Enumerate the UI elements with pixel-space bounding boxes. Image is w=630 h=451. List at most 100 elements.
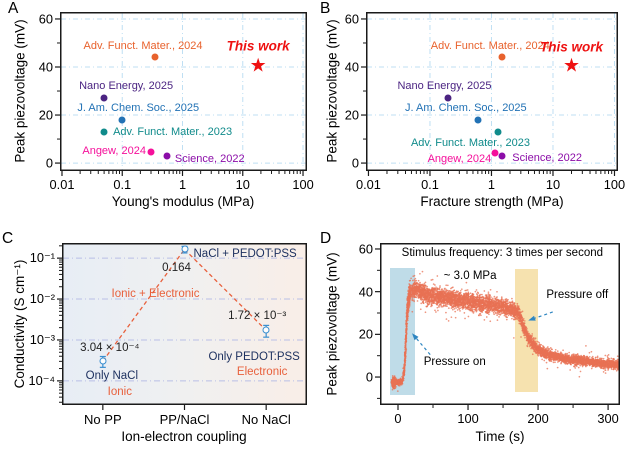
data-point-label: Ionic	[107, 386, 132, 399]
data-point-label: J. Am. Chem. Soc., 2025	[77, 101, 200, 114]
y-axis-label-d: Peak piezovoltage (mV)	[324, 252, 340, 396]
panel-letter-b: B	[320, 0, 331, 17]
x-category-label: No PP	[84, 412, 122, 427]
data-point	[100, 128, 108, 136]
plot-area-b: 0.01 0.1 1 10 100 0 20 40 60 Adv. Funct. Mater., …	[345, 11, 625, 192]
connector-line	[102, 248, 186, 362]
plot-area-c: 10⁻¹ 10⁻² 10⁻³ 10⁻⁴ No PP PP/NaCl No NaCl 3.04 …	[29, 243, 307, 427]
x-axis-label-d: Time (s)	[475, 429, 525, 444]
data-point-label: Nano Energy, 2025	[397, 80, 492, 93]
data-point-label: Science, 2022	[512, 151, 583, 164]
x-axis-label-a: Young's modulus (MPa)	[111, 194, 255, 209]
x-tick-label: 0.01	[355, 177, 381, 192]
x-tick-label: 0.01	[49, 177, 75, 192]
data-point	[118, 116, 126, 124]
data-point	[100, 94, 108, 102]
x-tick-label: 1	[178, 177, 187, 192]
axes-frame	[380, 243, 620, 405]
annotation-arrow	[534, 311, 553, 319]
x-category-label: PP/NaCl	[159, 412, 210, 427]
y-tick-label: 60	[344, 11, 359, 27]
data-point	[498, 53, 506, 61]
data-point	[147, 148, 155, 156]
x-tick-label: 300	[597, 411, 619, 426]
panel-b: B Peak piezovoltage (mV) 0.01 0.1 1 10 100 0 2…	[315, 0, 630, 225]
plot-area-d: 0 100 200 300 0 20 40 60 Stimulus frequency: 3 t…	[359, 241, 620, 426]
y-tick-label: 20	[38, 107, 53, 123]
pressure-value-text: ~ 3.0 MPa	[443, 269, 497, 282]
x-tick-label: 100	[457, 411, 479, 426]
x-tick-label: 1	[487, 177, 496, 192]
y-tick-label: 10⁻³	[29, 331, 55, 347]
data-point-label: Adv. Funct. Mater., 2023	[113, 125, 233, 138]
data-point	[494, 128, 502, 136]
data-point-label: Only NaCl	[85, 370, 139, 383]
this-work-label: This work	[539, 39, 604, 55]
plot-frame-svg	[361, 12, 618, 176]
x-tick-label: 0	[394, 411, 402, 426]
y-axis-label-c: Conductivity (S cm⁻¹)	[12, 259, 27, 389]
axes-frame	[60, 12, 307, 171]
panel-letter-d: D	[320, 230, 332, 247]
y-tick-label: 10⁻²	[29, 291, 55, 307]
data-point-label: Angew, 2024	[427, 153, 492, 166]
stimulus-frequency-text: Stimulus frequency: 3 times per second	[401, 247, 604, 260]
this-work-star: ★	[562, 55, 581, 77]
x-category-label: No NaCl	[241, 412, 291, 427]
data-point	[474, 116, 482, 124]
data-point-label: 0.164	[162, 262, 191, 275]
y-tick-label: 60	[38, 11, 53, 27]
y-tick-label: 0	[351, 155, 359, 171]
data-point-label: Angew, 2024	[82, 145, 146, 158]
annotation-arrow-head	[528, 315, 536, 321]
panel-letter-c: C	[2, 230, 14, 247]
y-tick-label: 40	[38, 59, 53, 75]
data-point	[163, 152, 171, 160]
x-tick-label: 200	[527, 411, 549, 426]
panel-d: D Peak piezovoltage (mV) 0 100 200 300 0 20 40…	[315, 225, 630, 451]
y-tick-label: 60	[358, 241, 373, 257]
data-point-label: 1.72 × 10⁻³	[228, 310, 287, 323]
data-point-label: 3.04 × 10⁻⁴	[80, 342, 140, 355]
y-tick-label: 20	[344, 107, 359, 123]
panel-c: C Conductivity (S cm⁻¹) 10⁻¹ 10⁻² 10⁻³ 10⁻⁴…	[0, 225, 315, 451]
data-point-label: Science, 2022	[174, 152, 245, 165]
data-point-label: Adv. Funct. Mater., 2023	[410, 136, 530, 149]
pressure-on-text: Pressure on	[423, 356, 486, 369]
data-point-label: Adv. Funct. Mater., 2024	[430, 40, 550, 53]
y-tick-label: 10⁻¹	[29, 250, 55, 266]
annotation-arrows-svg	[412, 311, 553, 356]
pressure-off-text: Pressure off	[546, 288, 609, 301]
x-axis-label-c: Ion-electron coupling	[121, 429, 247, 444]
connector-line	[184, 248, 267, 331]
data-point-label: Nano Energy, 2025	[79, 80, 174, 93]
panel-letter-a: A	[8, 0, 19, 17]
data-point	[444, 94, 452, 102]
axes-frame	[62, 243, 307, 405]
y-tick-label: 0	[365, 369, 373, 385]
data-point-label: J. Am. Chem. Soc., 2025	[404, 101, 527, 114]
y-tick-label: 20	[358, 326, 373, 342]
data-point	[491, 149, 499, 157]
scatter-canvas	[380, 243, 620, 405]
annotation-arrow	[416, 338, 431, 356]
y-tick-label: 40	[358, 284, 373, 300]
this-work-label: This work	[226, 38, 290, 54]
plot-area-a: 0.01 0.1 1 10 100 0 20 40 60 Adv. Funct. Mater., …	[39, 11, 314, 192]
y-axis-label-b: Peak piezovoltage (mV)	[324, 19, 340, 163]
y-tick-label: 0	[45, 155, 53, 171]
data-point-label: NaCl + PEDOT:PSS	[193, 248, 297, 261]
data-point	[262, 326, 270, 334]
data-point	[99, 357, 107, 365]
panel-a: A Peak piezovoltage (mV) 0.01 0.1 1 10 100 0 2…	[0, 0, 315, 225]
y-axis-label-a: Peak piezovoltage (mV)	[12, 19, 28, 163]
data-point-label: Electronic	[236, 366, 288, 379]
x-tick-label: 10	[235, 177, 250, 192]
data-point	[498, 152, 506, 160]
annotation-arrow-head	[412, 333, 419, 341]
data-point-label: Ionic + Electronic	[111, 288, 200, 301]
plot-frame-svg	[55, 12, 307, 176]
plot-frame-svg	[375, 243, 620, 410]
x-tick-label: 0.1	[421, 177, 439, 192]
